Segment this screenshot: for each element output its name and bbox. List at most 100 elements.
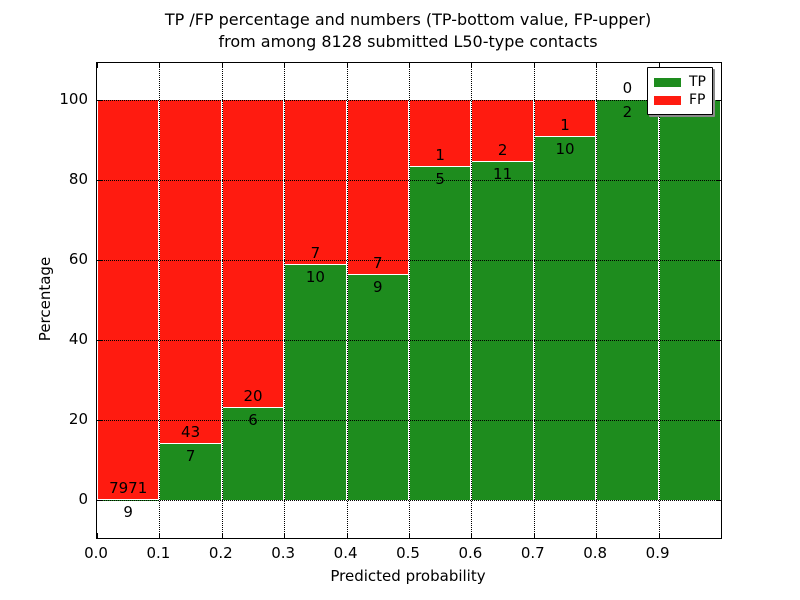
bar-tp-count-label: 10: [305, 267, 325, 286]
y-tick-mark-left: [97, 260, 102, 262]
gridline-vertical: [284, 63, 286, 538]
bar-fp-count-label: 0: [622, 79, 633, 98]
x-tick-mark-bottom: [284, 533, 286, 538]
gridline-vertical: [658, 63, 660, 538]
x-tick-mark-bottom: [221, 533, 223, 538]
gridline-vertical: [596, 63, 598, 538]
y-tick-label: 100: [59, 90, 88, 109]
bar-fp-segment: [97, 100, 160, 500]
bar-fp-segment: [159, 100, 222, 445]
y-tick-mark-right: [716, 100, 721, 102]
x-tick-label: 0.7: [520, 544, 545, 562]
x-tick-mark-top: [284, 63, 286, 68]
x-tick-mark-bottom: [97, 533, 98, 538]
tp-swatch-icon: [654, 78, 681, 87]
bar-fp-count-label: 43: [181, 423, 201, 442]
chart-title: TP /FP percentage and numbers (TP-bottom…: [0, 9, 800, 53]
y-tick-label: 40: [68, 330, 88, 349]
x-tick-mark-bottom: [658, 533, 660, 538]
chart-title-line2: from among 8128 submitted L50-type conta…: [218, 32, 598, 51]
y-tick-mark-left: [97, 180, 102, 182]
bar-tp-count-label: 9: [373, 278, 383, 297]
y-tick-mark-right: [716, 260, 721, 262]
x-tick-label: 0.9: [645, 544, 670, 562]
bar-fp-count-label: 7: [373, 254, 383, 273]
bar-tp-count-label: 2: [622, 103, 633, 122]
x-tick-mark-top: [658, 63, 660, 68]
x-tick-mark-bottom: [471, 533, 473, 538]
bar-tp-segment: [471, 161, 534, 500]
bar-fp-segment: [346, 100, 409, 276]
x-tick-mark-bottom: [159, 533, 161, 538]
bar-tp-segment: [596, 100, 659, 500]
x-tick-mark-top: [596, 63, 598, 68]
bar-fp-count-label: 1: [560, 115, 570, 134]
y-tick-label: 20: [68, 410, 88, 429]
bar-tp-count-label: 10: [555, 139, 575, 158]
bar-tp-count-label: 7: [185, 447, 196, 466]
gridline-vertical: [221, 63, 223, 538]
x-tick-label: 0.2: [208, 544, 233, 562]
bar-tp-segment: [409, 166, 472, 500]
bar-tp-count-label: 9: [123, 502, 133, 521]
bar-fp-count-label: 20: [243, 386, 263, 405]
bar-fp-count-label: 2: [497, 140, 508, 159]
legend-item-tp: TP: [654, 74, 706, 91]
y-tick-mark-left: [97, 500, 102, 502]
bar-fp-segment: [471, 100, 534, 162]
x-tick-label: 0.6: [458, 544, 483, 562]
legend-label-tp: TP: [689, 74, 706, 90]
bar-tp-segment: [658, 100, 721, 500]
bar-tp-segment: [284, 264, 347, 500]
x-tick-mark-top: [409, 63, 410, 68]
bar-fp-segment: [221, 100, 285, 408]
x-tick-label: 0.1: [146, 544, 171, 562]
y-tick-mark-left: [97, 340, 102, 342]
gridline-vertical: [533, 63, 535, 538]
x-tick-label: 0.0: [84, 544, 108, 562]
x-tick-mark-top: [97, 63, 98, 68]
x-tick-mark-bottom: [409, 533, 410, 538]
legend-label-fp: FP: [689, 92, 706, 108]
y-tick-label: 80: [68, 170, 88, 189]
fp-swatch-icon: [654, 96, 681, 105]
x-tick-mark-bottom: [346, 533, 348, 538]
gridline-vertical: [346, 63, 348, 538]
y-tick-mark-right: [716, 340, 721, 342]
gridline-vertical: [409, 63, 410, 538]
bar-tp-segment: [221, 407, 285, 500]
legend: TP FP: [647, 67, 713, 115]
x-tick-mark-top: [159, 63, 161, 68]
x-tick-mark-top: [471, 63, 473, 68]
bar-tp-count-label: 5: [435, 169, 445, 188]
bar-tp-count-label: 6: [248, 410, 258, 429]
bar-tp-segment: [346, 275, 409, 500]
y-tick-label: 0: [78, 490, 88, 509]
y-tick-mark-left: [97, 100, 102, 102]
x-tick-label: 0.4: [333, 544, 358, 562]
bar-tp-count-label: 11: [493, 164, 513, 183]
y-tick-mark-right: [716, 180, 721, 182]
y-axis-label: Percentage: [36, 256, 54, 342]
bar-fp-segment: [409, 100, 472, 167]
bar-fp-count-label: 7971: [109, 478, 148, 497]
bar-tp-segment: [533, 136, 597, 500]
plot-area: 7971943720671079152111100207: [96, 62, 722, 539]
x-tick-mark-top: [346, 63, 348, 68]
gridline-vertical: [159, 63, 161, 538]
x-tick-label: 0.3: [271, 544, 296, 562]
x-tick-mark-top: [533, 63, 535, 68]
bar-fp-count-label: 1: [435, 145, 445, 164]
chart-title-line1: TP /FP percentage and numbers (TP-bottom…: [164, 10, 652, 29]
x-tick-label: 0.8: [583, 544, 608, 562]
x-tick-mark-bottom: [596, 533, 598, 538]
x-tick-mark-bottom: [533, 533, 535, 538]
legend-item-fp: FP: [654, 92, 706, 109]
gridline-vertical: [471, 63, 473, 538]
y-tick-mark-left: [97, 420, 102, 422]
x-tick-label: 0.5: [396, 544, 420, 562]
y-tick-mark-right: [716, 420, 721, 422]
x-tick-mark-top: [221, 63, 223, 68]
x-axis-label: Predicted probability: [330, 567, 486, 585]
